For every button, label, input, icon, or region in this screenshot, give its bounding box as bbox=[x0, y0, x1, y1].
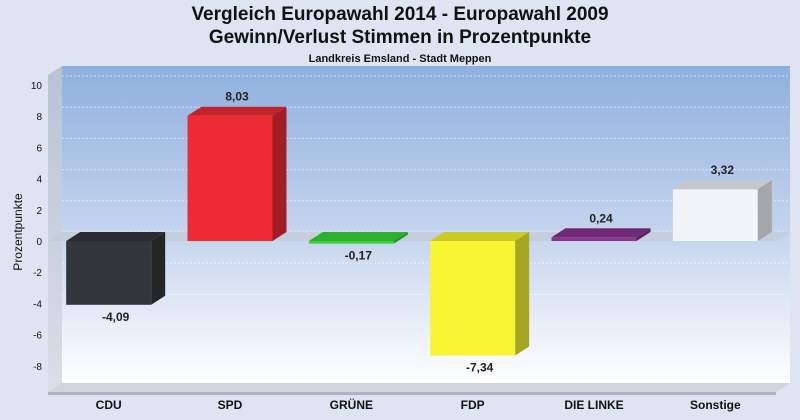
bar-front bbox=[430, 241, 516, 356]
bar-front bbox=[187, 115, 273, 241]
bar-front bbox=[672, 189, 758, 241]
bar-side bbox=[272, 106, 287, 242]
y-tick-label: 2 bbox=[36, 206, 42, 217]
x-category-label: SPD bbox=[218, 398, 243, 412]
plot-floor-edge bbox=[48, 392, 776, 395]
bar bbox=[551, 228, 651, 241]
y-tick-label: 0 bbox=[36, 237, 42, 248]
y-tick-label: 6 bbox=[36, 143, 42, 154]
data-label: 3,32 bbox=[711, 163, 735, 177]
bar-side bbox=[151, 232, 166, 305]
bar-top bbox=[66, 232, 166, 241]
bar-top bbox=[308, 232, 408, 241]
x-category-label: FDP bbox=[461, 398, 485, 412]
bar-top bbox=[187, 106, 287, 116]
chart-title: Vergleich Europawahl 2014 - Europawahl 2… bbox=[191, 4, 609, 25]
x-category-label: CDU bbox=[96, 398, 122, 412]
y-tick-label: -8 bbox=[33, 362, 42, 373]
bar-front bbox=[66, 241, 152, 305]
x-category-label: Sonstige bbox=[690, 398, 741, 412]
y-axis-label: Prozentpunkte bbox=[11, 193, 25, 271]
y-tick-label: -6 bbox=[33, 331, 42, 342]
y-tick-label: -2 bbox=[33, 268, 42, 279]
bar bbox=[430, 232, 530, 356]
bar-front bbox=[551, 237, 637, 241]
y-tick-label: -4 bbox=[33, 299, 42, 310]
x-category-label: DIE LINKE bbox=[564, 398, 623, 412]
data-label: -0,17 bbox=[345, 249, 373, 263]
plot-back-wall bbox=[62, 66, 790, 383]
bar-side bbox=[393, 232, 408, 244]
bar bbox=[66, 232, 166, 305]
bar-front bbox=[308, 241, 394, 244]
data-label: -4,09 bbox=[102, 310, 130, 324]
bar bbox=[187, 106, 287, 242]
data-label: 8,03 bbox=[225, 90, 249, 104]
bar bbox=[672, 180, 772, 241]
bar-side bbox=[515, 232, 530, 356]
plot-floor bbox=[48, 383, 790, 392]
y-tick-label: 4 bbox=[36, 175, 42, 186]
y-tick-label: 10 bbox=[31, 81, 43, 92]
bar-top bbox=[430, 232, 530, 241]
bar-side bbox=[757, 180, 772, 241]
bar-top bbox=[551, 228, 651, 238]
bar-side bbox=[636, 228, 651, 241]
bar bbox=[308, 232, 408, 244]
bar-top bbox=[672, 180, 772, 190]
plot-side-wall bbox=[48, 66, 62, 392]
data-label: -7,34 bbox=[466, 361, 494, 375]
y-tick-label: 8 bbox=[36, 112, 42, 123]
chart-caption: Landkreis Emsland - Stadt Meppen bbox=[308, 53, 492, 65]
x-category-label: GRÜNE bbox=[330, 397, 373, 412]
data-label: 0,24 bbox=[589, 211, 613, 225]
chart-subtitle: Gewinn/Verlust Stimmen in Prozentpunkte bbox=[208, 27, 592, 48]
